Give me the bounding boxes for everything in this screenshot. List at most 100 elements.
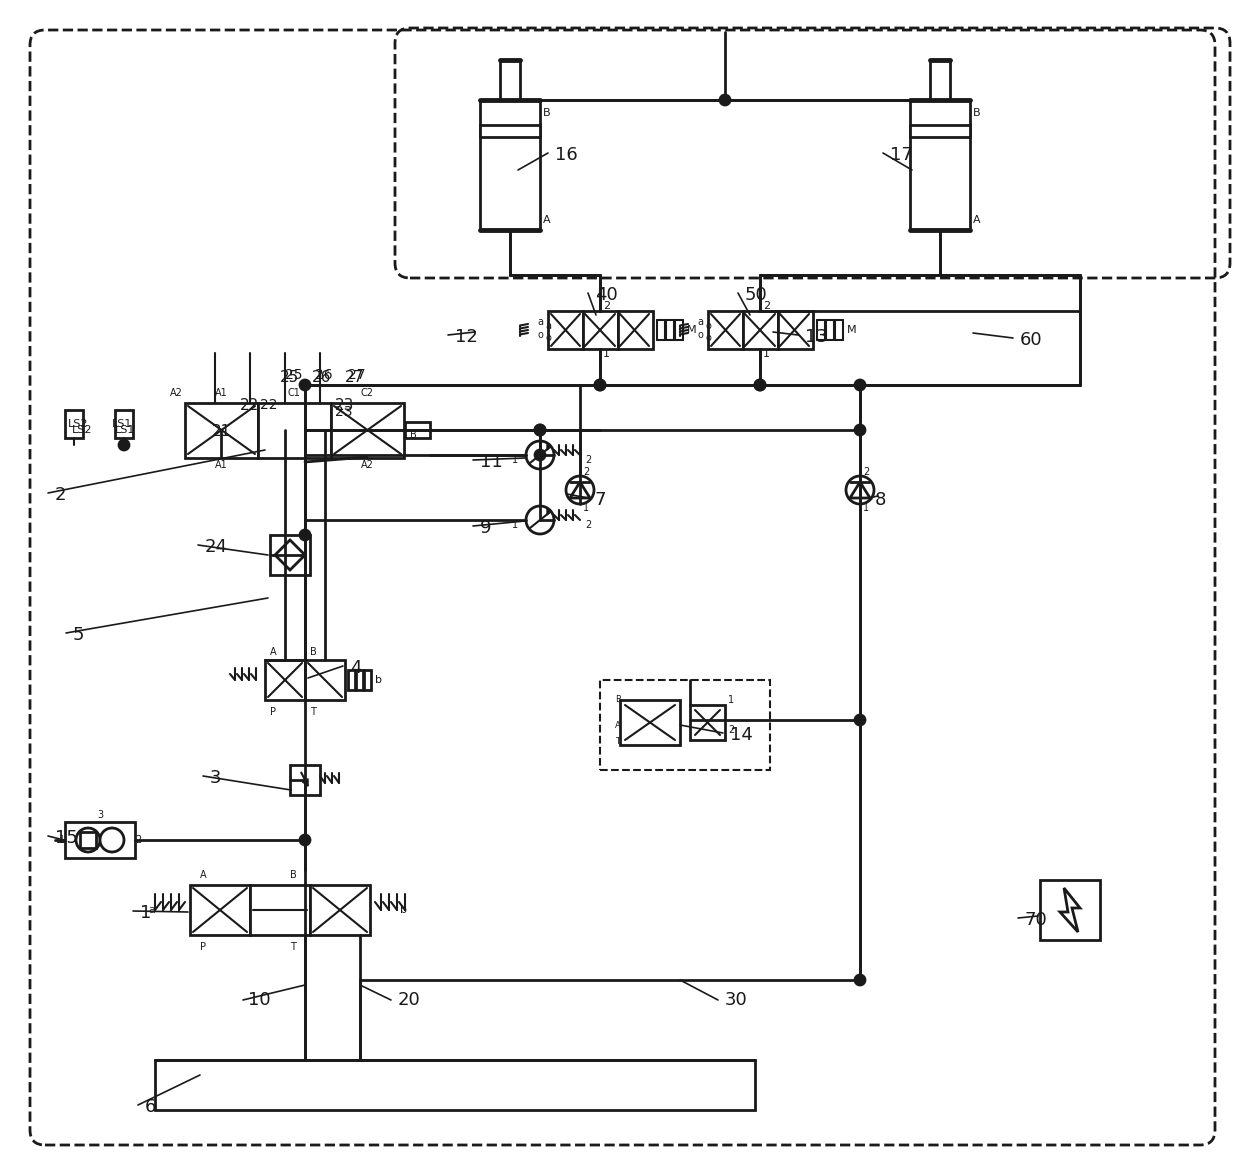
Bar: [500, 60, 520, 100]
Bar: [480, 100, 539, 230]
Circle shape: [565, 476, 594, 504]
Circle shape: [846, 476, 874, 504]
Bar: [480, 126, 539, 137]
Text: P: P: [270, 707, 277, 717]
Text: 2: 2: [863, 467, 869, 477]
Bar: [270, 535, 310, 575]
Bar: [620, 700, 680, 745]
Text: 3: 3: [97, 811, 103, 820]
Text: A1: A1: [215, 460, 227, 470]
Text: a: a: [148, 906, 155, 915]
Bar: [548, 311, 583, 350]
Text: 1: 1: [863, 503, 869, 513]
Text: 24: 24: [205, 538, 228, 556]
Circle shape: [720, 95, 730, 106]
Bar: [310, 884, 370, 935]
Text: 2: 2: [55, 486, 67, 504]
Bar: [600, 680, 770, 769]
Text: B: B: [615, 696, 621, 705]
Polygon shape: [1060, 888, 1080, 933]
Text: A: A: [270, 647, 277, 657]
Text: 1: 1: [763, 350, 770, 359]
Text: 9: 9: [480, 518, 491, 537]
Bar: [64, 822, 135, 857]
Circle shape: [755, 380, 765, 389]
Circle shape: [526, 441, 554, 469]
Bar: [290, 765, 320, 795]
Circle shape: [856, 975, 866, 985]
Text: T: T: [290, 942, 296, 952]
Text: 1: 1: [512, 455, 518, 465]
Text: 26: 26: [312, 371, 331, 386]
Bar: [190, 884, 250, 935]
Circle shape: [76, 828, 100, 852]
Text: 2: 2: [585, 455, 591, 465]
Text: b: b: [401, 906, 407, 915]
Text: 22: 22: [241, 398, 259, 413]
Text: 1: 1: [58, 835, 64, 845]
Bar: [258, 404, 331, 457]
Text: M: M: [847, 325, 857, 335]
Text: 12: 12: [455, 328, 477, 346]
Text: 1: 1: [583, 503, 589, 513]
Text: 15: 15: [55, 829, 78, 847]
Text: 1: 1: [728, 694, 734, 705]
Text: 5: 5: [73, 626, 84, 644]
Bar: [743, 311, 777, 350]
Text: 2: 2: [763, 301, 770, 311]
Text: o: o: [697, 330, 703, 340]
Text: A: A: [200, 870, 207, 880]
Text: a: a: [537, 317, 543, 327]
Text: a: a: [697, 317, 703, 327]
Text: 2: 2: [603, 301, 610, 311]
Text: B: B: [543, 108, 551, 118]
Circle shape: [755, 380, 765, 389]
Text: B: B: [310, 647, 316, 657]
Text: B: B: [973, 108, 981, 118]
Text: 50: 50: [745, 286, 768, 304]
Circle shape: [100, 828, 124, 852]
Circle shape: [534, 425, 546, 435]
Text: T: T: [615, 738, 620, 746]
Bar: [405, 422, 430, 438]
Bar: [708, 311, 743, 350]
Text: A: A: [973, 215, 981, 225]
Text: 1: 1: [603, 350, 610, 359]
Text: b: b: [374, 674, 382, 685]
Text: C2: C2: [361, 388, 373, 398]
Text: o: o: [706, 321, 711, 331]
Text: A: A: [615, 720, 621, 730]
Bar: [185, 404, 258, 457]
Text: 8: 8: [875, 491, 887, 509]
Circle shape: [856, 425, 866, 435]
Text: 2: 2: [583, 467, 589, 477]
Text: 22: 22: [260, 398, 278, 412]
Text: 3: 3: [210, 769, 222, 787]
Circle shape: [300, 425, 310, 435]
Text: 1: 1: [512, 520, 518, 530]
Text: M: M: [687, 325, 697, 335]
Circle shape: [300, 835, 310, 845]
Circle shape: [534, 425, 546, 435]
Text: B: B: [410, 430, 417, 440]
Text: 30: 30: [725, 991, 748, 1009]
Circle shape: [595, 380, 605, 389]
Text: 4: 4: [350, 659, 362, 677]
Text: LS1: LS1: [115, 425, 135, 435]
Text: LS1: LS1: [112, 419, 133, 429]
Text: 2: 2: [585, 520, 591, 530]
Text: C1: C1: [288, 388, 300, 398]
Text: 23: 23: [335, 398, 355, 413]
Text: A2: A2: [170, 388, 184, 398]
Text: 10: 10: [248, 991, 270, 1009]
Text: 20: 20: [398, 991, 420, 1009]
Text: 6: 6: [145, 1098, 156, 1116]
Text: 17: 17: [890, 145, 913, 164]
Bar: [583, 311, 618, 350]
Bar: [305, 660, 345, 700]
Text: 16: 16: [556, 145, 578, 164]
Text: A: A: [543, 215, 551, 225]
Polygon shape: [547, 509, 551, 515]
Circle shape: [856, 716, 866, 725]
Text: 60: 60: [1021, 331, 1043, 350]
